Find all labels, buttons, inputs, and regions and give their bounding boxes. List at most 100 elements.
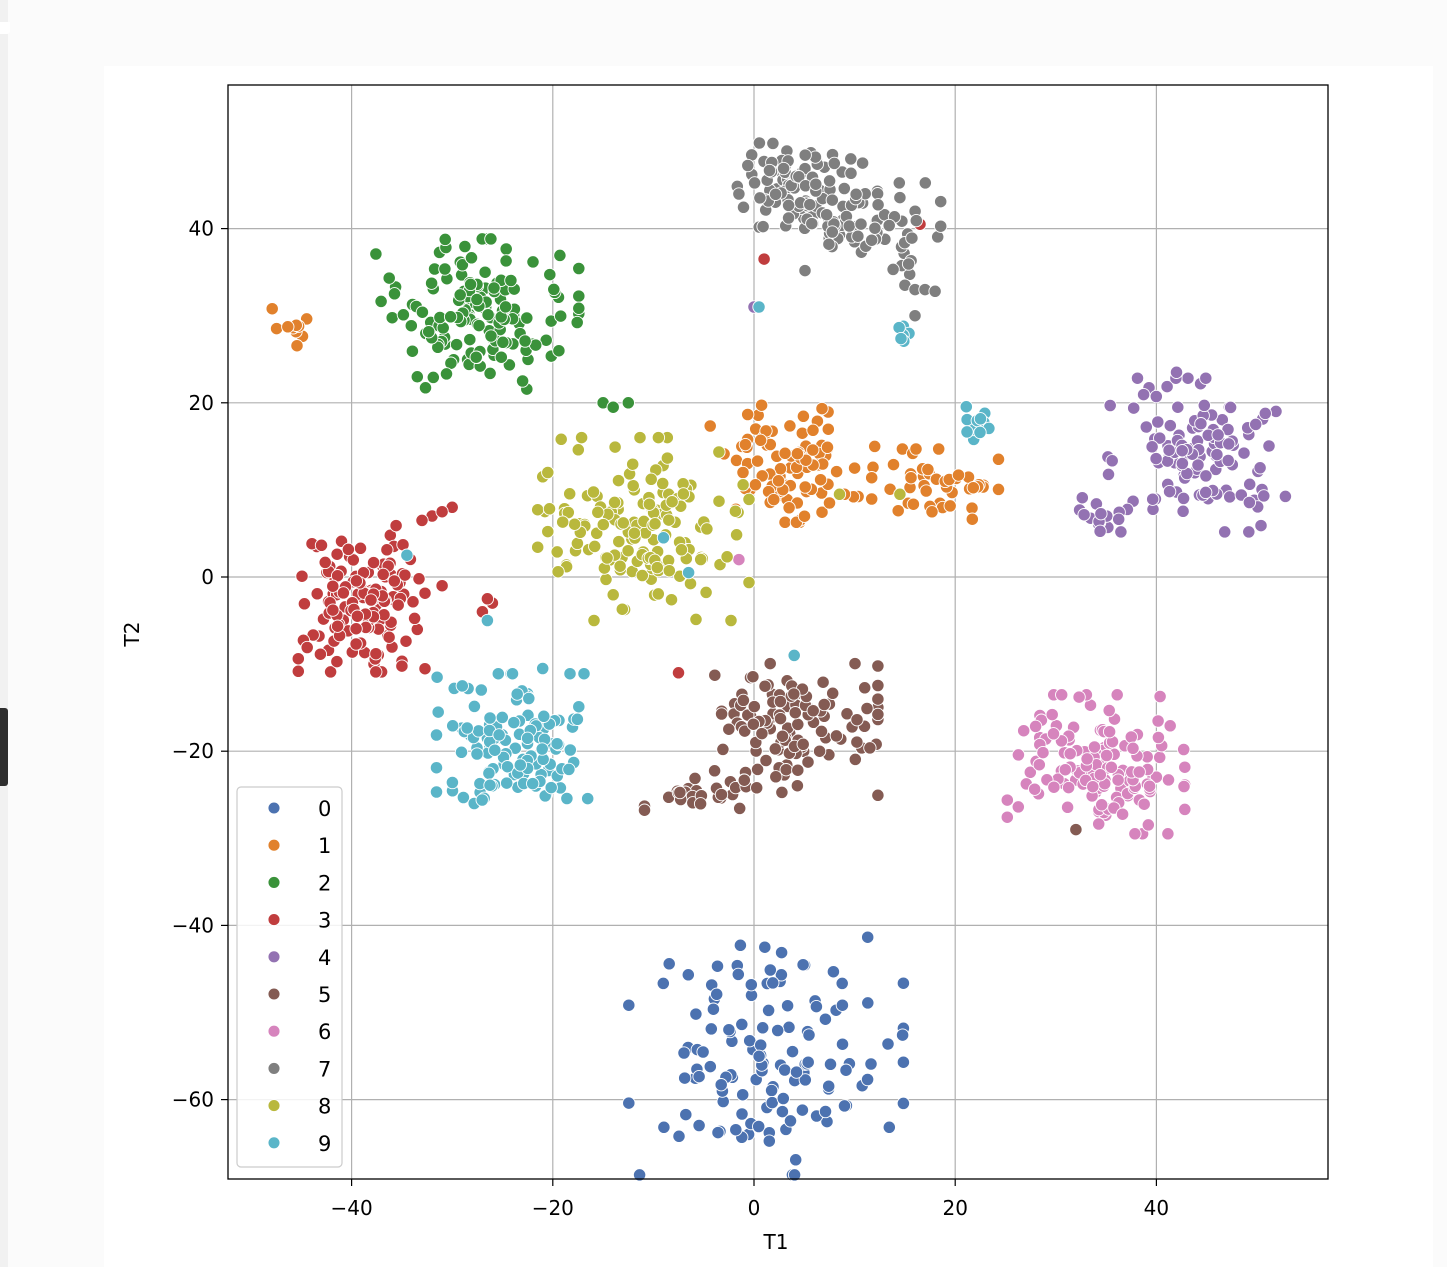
scatter-point-class-0 [689, 1007, 703, 1021]
scatter-point-class-1 [269, 321, 284, 336]
scatter-point-class-0 [696, 1045, 710, 1059]
legend-marker-3 [267, 913, 281, 927]
scatter-point-class-0 [776, 1091, 790, 1106]
scatter-point-class-0 [882, 1120, 896, 1134]
scatter-point-class-1 [919, 484, 933, 498]
scatter-point-class-3 [389, 518, 403, 533]
scatter-point-class-1 [703, 419, 717, 433]
scatter-point-class-2 [458, 239, 472, 254]
scatter-point-class-1 [965, 512, 979, 526]
scatter-point-class-7 [781, 198, 796, 213]
scatter-point-class-1 [820, 440, 835, 454]
scatter-point-class-2 [484, 232, 498, 246]
scatter-point-class-6 [1000, 810, 1014, 824]
scatter-point-class-4 [1223, 400, 1238, 415]
scatter-point-class-0 [798, 1073, 812, 1087]
scatter-point-class-3 [323, 665, 338, 679]
scatter-point-class-0 [710, 959, 725, 973]
scatter-point-class-9 [522, 691, 536, 706]
scatter-point-class-3 [435, 579, 449, 593]
scatter-point-class-7 [871, 198, 885, 212]
scatter-point-class-8 [674, 543, 689, 557]
scatter-point-class-1 [753, 433, 768, 447]
scatter-point-class-0 [729, 1123, 743, 1137]
scatter-point-class-6 [1163, 719, 1177, 733]
scatter-point-class-6 [1132, 765, 1146, 779]
scatter-point-class-5 [733, 801, 747, 816]
scatter-point-class-3 [314, 538, 329, 552]
scatter-point-class-0 [881, 1037, 895, 1051]
scatter-point-class-3 [395, 659, 409, 673]
scatter-point-class-3 [330, 619, 345, 633]
scatter-point-class-0 [744, 978, 758, 992]
scatter-point-class-8 [556, 515, 570, 529]
scatter-point-class-5 [829, 729, 844, 743]
scatter-point-class-5 [788, 706, 802, 720]
scatter-point-class-4 [1160, 379, 1174, 394]
scatter-point-class-2 [553, 248, 567, 263]
sidebar-toggle-handle[interactable] [0, 708, 8, 786]
y-tick-label: −60 [172, 1088, 214, 1112]
scatter-point-class-8 [621, 544, 635, 558]
scatter-point-class-8 [567, 517, 582, 531]
scatter-point-class-9 [446, 719, 460, 733]
scatter-point-class-8 [700, 522, 714, 536]
scatter-point-class-0 [774, 945, 789, 960]
scatter-point-class-2 [405, 344, 420, 358]
scatter-point-class-9 [562, 762, 576, 777]
x-tick-label: 40 [1144, 1196, 1169, 1220]
scatter-point-class-8 [893, 487, 907, 501]
scatter-point-class-8 [599, 572, 613, 587]
scatter-point-class-3 [757, 252, 771, 266]
scatter-point-class-9 [520, 731, 535, 745]
scatter-point-class-6 [1124, 730, 1138, 744]
scatter-point-class-3 [398, 568, 412, 582]
scatter-point-class-8 [554, 432, 568, 446]
scatter-point-class-4 [1242, 525, 1256, 539]
scatter-point-class-3 [480, 592, 495, 606]
scatter-point-class-8 [600, 551, 614, 565]
scatter-point-class-3 [300, 640, 314, 655]
scatter-point-class-3 [415, 513, 429, 528]
scatter-point-class-1 [906, 497, 921, 511]
scatter-point-class-3 [418, 662, 432, 676]
scatter-point-class-4 [1103, 398, 1117, 413]
scatter-point-class-8 [712, 494, 726, 508]
scatter-point-class-2 [498, 300, 513, 314]
scatter-point-class-7 [844, 166, 858, 180]
scatter-point-class-6 [1087, 740, 1102, 754]
scatter-point-class-2 [481, 308, 495, 322]
scatter-point-class-4 [1162, 484, 1177, 499]
scatter-point-class-5 [738, 724, 752, 738]
scatter-point-class-1 [965, 501, 979, 515]
scatter-point-class-7 [825, 225, 839, 239]
scatter-point-class-4 [1176, 504, 1190, 518]
scatter-point-class-6 [1017, 724, 1031, 738]
scatter-point-class-2 [374, 294, 388, 309]
scatter-point-class-5 [708, 668, 722, 682]
scatter-point-class-6 [1092, 817, 1106, 831]
scatter-point-class-1 [798, 480, 812, 494]
scatter-point-class-2 [404, 319, 418, 333]
scatter-point-class-5 [840, 707, 854, 721]
scatter-point-class-9 [544, 780, 558, 795]
scatter-point-class-5 [1069, 822, 1083, 837]
scatter-point-class-7 [865, 233, 879, 247]
scatter-point-class-6 [1023, 765, 1037, 779]
scatter-point-class-6 [1111, 773, 1125, 787]
scatter-point-class-5 [863, 741, 877, 755]
scatter-point-class-8 [606, 588, 620, 602]
scatter-point-class-2 [463, 332, 477, 347]
scatter-point-class-2 [526, 255, 540, 269]
scatter-point-class-7 [798, 263, 812, 278]
scatter-point-class-0 [896, 1096, 911, 1111]
scatter-point-class-9 [474, 683, 488, 697]
scatter-point-class-0 [735, 1107, 749, 1121]
scatter-point-class-5 [850, 713, 864, 727]
legend-marker-5 [267, 987, 281, 1001]
scatter-point-class-4 [1191, 458, 1205, 472]
scatter-point-class-8 [588, 539, 602, 554]
scatter-point-class-1 [806, 443, 820, 457]
scatter-point-class-0 [662, 957, 676, 971]
scatter-point-class-9 [500, 760, 515, 774]
